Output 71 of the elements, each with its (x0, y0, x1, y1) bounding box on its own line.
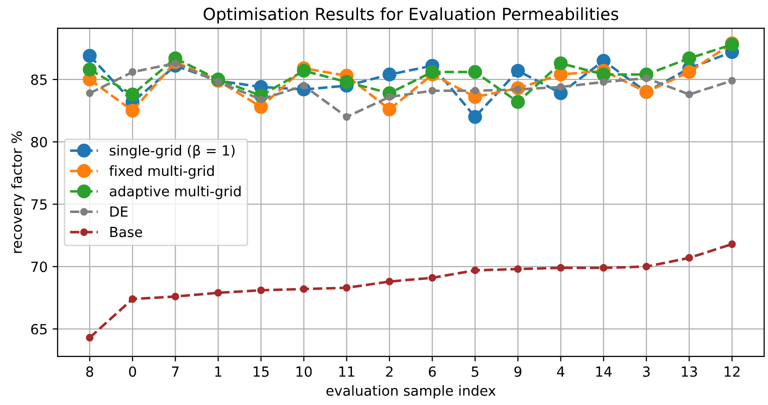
x-tick-label: 7 (172, 366, 179, 377)
point (128, 295, 136, 303)
point (642, 262, 650, 270)
point (382, 102, 396, 116)
y-tick-label: 70 (31, 262, 47, 272)
x-tick-label: 1 (215, 366, 222, 377)
point (685, 90, 694, 98)
x-tick-label: 2 (386, 366, 392, 377)
x-tick-label: 9 (514, 366, 522, 377)
point (342, 113, 350, 121)
point (340, 75, 354, 89)
y-tick-label: 85 (31, 74, 47, 85)
x-tick-label: 4 (557, 366, 564, 377)
point (471, 86, 479, 95)
point (600, 264, 608, 272)
x-tick-label: 10 (296, 366, 312, 377)
point (126, 88, 140, 102)
chart-title: Optimisation Results for Evaluation Permeabilities (204, 7, 618, 24)
point (514, 265, 522, 273)
y-tick-label: 80 (31, 136, 47, 148)
x-axis-title: evaluation sample index (326, 385, 496, 399)
point (428, 274, 436, 282)
point (126, 104, 140, 118)
point (296, 64, 311, 78)
legend-label: single-grid (β = 1) (110, 144, 235, 158)
point (86, 334, 94, 342)
point (300, 285, 308, 293)
point (382, 68, 396, 82)
point (682, 51, 696, 66)
point (554, 56, 568, 70)
y-axis-title: recovery factor % (11, 131, 25, 253)
point (428, 86, 436, 95)
point (556, 264, 565, 272)
point (685, 254, 694, 262)
x-tick-label: 5 (472, 366, 478, 377)
point (342, 284, 350, 292)
point (172, 292, 180, 300)
x-tick-label: 13 (682, 366, 697, 377)
point (82, 48, 97, 63)
x-tick-label: 14 (596, 366, 612, 377)
x-tick-label: 12 (724, 366, 740, 377)
point (510, 95, 525, 109)
x-tick-label: 15 (254, 366, 269, 377)
point (554, 68, 568, 82)
point (728, 76, 736, 85)
point (82, 62, 97, 76)
point (257, 286, 265, 294)
point (214, 288, 222, 297)
point (600, 78, 608, 86)
point (86, 89, 94, 98)
point (468, 65, 482, 79)
point (728, 240, 736, 248)
x-tick-label: 6 (428, 366, 436, 377)
x-tick-label: 3 (643, 366, 650, 377)
point (510, 64, 525, 78)
legend-label: DE (110, 206, 128, 217)
point (468, 110, 482, 124)
point (128, 68, 136, 76)
x-tick-label: 0 (129, 366, 136, 377)
point (425, 65, 440, 79)
point (471, 266, 479, 274)
point (556, 83, 565, 91)
point (386, 278, 394, 286)
point (682, 65, 696, 79)
legend-label: fixed multi-grid (109, 165, 214, 179)
x-tick-label: 8 (86, 366, 94, 377)
legend-label: adaptive multi-grid (110, 186, 241, 200)
legend-label: Base (110, 226, 142, 238)
x-tick-label: 11 (339, 366, 354, 377)
y-tick-label: 75 (31, 199, 47, 210)
y-tick-label: 65 (31, 324, 47, 334)
